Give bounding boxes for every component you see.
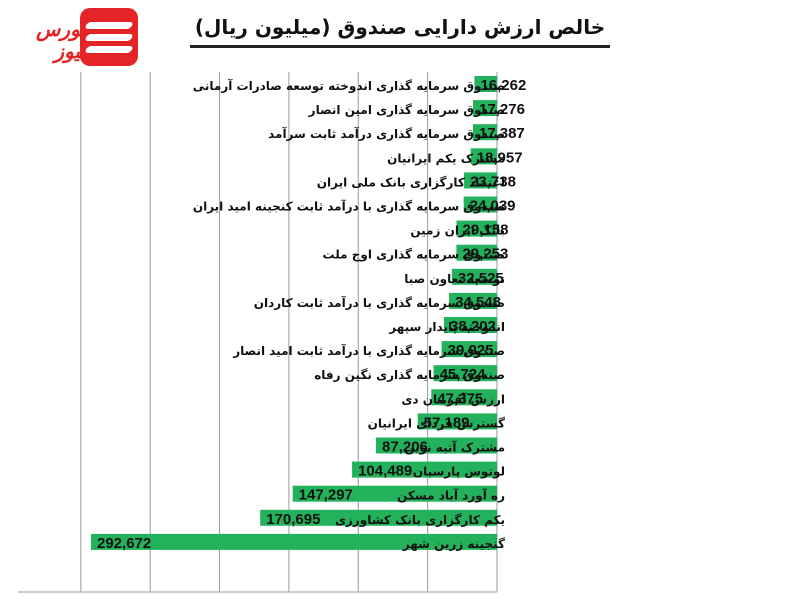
data-label: 39,925 <box>448 342 494 359</box>
data-label: 29,253 <box>462 246 508 263</box>
bar <box>456 244 497 261</box>
logo-text: بورس نیوز <box>36 17 86 63</box>
data-label: 18,957 <box>477 149 523 166</box>
data-label: 29,158 <box>463 222 509 239</box>
category-label: صندوق سرمایه گذاری با درآمد ثابت کنجینه … <box>193 199 505 215</box>
data-label: 104,489 <box>358 463 412 480</box>
bar <box>464 172 497 189</box>
category-label: صندوق سرمایه گذاری اندوخته توسعه صادرات … <box>193 78 505 94</box>
data-label: 147,297 <box>299 487 353 504</box>
bar <box>260 509 497 526</box>
bar <box>444 317 497 333</box>
logo-mark <box>80 8 138 66</box>
logo: بورس نیوز <box>6 4 138 70</box>
bar <box>474 76 497 92</box>
data-label: 47,375 <box>437 390 483 407</box>
bar <box>433 365 497 382</box>
category-label: صندوق سرمایه گذاری اوج ملت <box>323 248 506 263</box>
bar <box>463 196 497 213</box>
data-label: 24,039 <box>470 198 516 215</box>
category-label: اعتماد کارگزاری بانک ملی ایران <box>317 175 505 189</box>
category-label: ارزش آفرینان دی <box>401 391 505 406</box>
data-label: 292,672 <box>97 535 151 552</box>
category-label: صندوق سرمایه گذاری با درآمد ثابت کاردان <box>254 295 505 311</box>
category-label: مشترک آتیه نوین <box>404 440 505 456</box>
bar <box>451 268 497 285</box>
category-label: گنجینه زرین شهر <box>402 537 505 551</box>
data-label: 23,738 <box>470 173 516 190</box>
data-label: 170,695 <box>266 511 320 528</box>
category-label: یکم کارگزاری بانک کشاورزی <box>335 513 505 528</box>
data-label: 45,724 <box>440 366 487 383</box>
category-label: بانک ایران زمین <box>410 224 505 238</box>
bar <box>431 389 497 406</box>
category-label: صندوق سرمایه گذاری امین انصار <box>308 103 505 118</box>
category-label: لوتوس پارسیان <box>413 465 505 480</box>
category-label: اندوخته پایدار سپهر <box>388 320 505 335</box>
data-label: 87,206 <box>382 439 428 456</box>
category-label: گسترش فردای ایرانیان <box>368 416 505 430</box>
category-label: صندوق سرمایه گذاری با درآمد ثابت امید ان… <box>232 343 505 359</box>
data-label: 17,276 <box>479 101 525 118</box>
data-label: 17,387 <box>479 125 525 142</box>
bar <box>449 292 497 309</box>
bar <box>470 148 497 165</box>
category-label: صندوق سرمایه گذاری درآمد ثابت سرآمد <box>268 126 505 142</box>
bar <box>441 341 497 358</box>
bar <box>352 461 497 478</box>
bar <box>417 413 497 430</box>
bar <box>473 100 497 117</box>
bar <box>292 485 497 502</box>
category-label: ره آورد آباد مسکن <box>397 488 505 504</box>
bar <box>472 124 497 141</box>
data-label: 38,202 <box>450 318 496 335</box>
category-label: توسعه تعاون صبا <box>404 272 505 287</box>
data-label: 34,548 <box>455 294 501 311</box>
category-label: صندوق سرمایه گذاری نگین رفاه <box>314 368 505 383</box>
data-label: 32,525 <box>458 270 504 287</box>
data-label: 16,262 <box>480 77 526 94</box>
bar <box>376 437 497 454</box>
data-label: 57,189 <box>424 414 470 431</box>
bar <box>91 533 497 550</box>
bar <box>456 220 497 237</box>
chart-title: خالص ارزش دارایی صندوق (میلیون ریال) <box>190 10 610 48</box>
category-label: مشترک یکم ایرانیان <box>387 151 505 165</box>
